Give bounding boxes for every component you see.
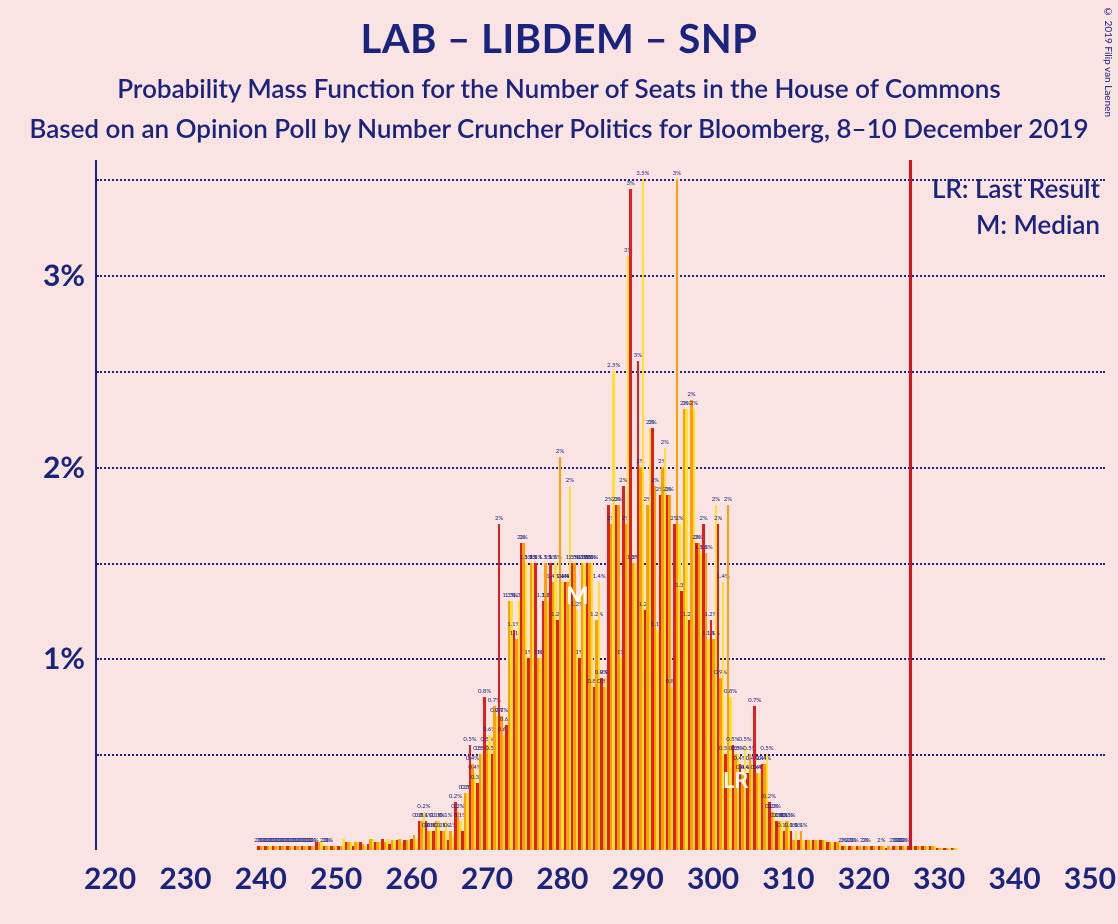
bar-value-label: 0.2% [451,803,464,810]
chart-title: LAB – LIBDEM – SNP [0,0,1118,62]
x-axis-label: 280 [536,860,588,896]
bar-value-label: 3% [626,180,634,187]
bar-value-label: 2% [850,837,858,844]
x-axis-label: 310 [762,860,814,896]
chart-subtitle2: Based on an Opinion Poll by Number Crunc… [0,112,1118,144]
bar-value-label: 0.2% [768,803,781,810]
bar-value-label: 0.5% [760,745,773,752]
y-axis [95,160,97,850]
bar-value-label: 0.1% [782,812,795,819]
gridline [97,563,1105,565]
x-axis-label: 260 [385,860,437,896]
median-marker: M [566,581,589,610]
bar-value-label: 2% [712,496,720,503]
legend-last-result: LR: Last Result [932,172,1100,204]
bar-value-label: 2% [690,400,698,407]
bar-value-label: 0.5% [738,736,751,743]
x-axis-label: 250 [310,860,362,896]
bar-value-label: 0.4% [466,755,479,762]
bar-value-label: 2% [495,515,503,522]
bar-value-label: 2% [556,448,564,455]
bar-value-label: 0.8% [478,688,491,695]
y-axis-label: 2% [0,449,85,485]
bar-value-label: 2% [877,837,885,844]
bar-value-label: 0.7% [495,707,508,714]
bar-value-label: 3% [673,170,681,177]
bar-value-label: 2% [863,837,871,844]
bar-value-label: 0.9% [714,669,727,676]
x-axis-label: 230 [159,860,211,896]
x-axis-label: 270 [461,860,513,896]
bar-value-label: 0.2% [763,793,776,800]
bar-value-label: 0.7% [748,697,761,704]
x-axis-label: 300 [687,860,739,896]
bar-value-label: 2.5% [607,362,620,369]
bar-value-label: 2% [661,439,669,446]
bar-value-label: 1.2% [590,611,603,618]
bar-value-label: 1.5% [699,544,712,551]
chart-subtitle: Probability Mass Function for the Number… [0,72,1118,104]
x-axis-label: 320 [838,860,890,896]
y-axis-label: 1% [0,640,85,676]
x-axis-label: 240 [235,860,287,896]
x-axis-label: 350 [1064,860,1116,896]
bar-value-label: 2% [665,486,673,493]
bar-value-label: 2% [699,515,707,522]
bar [955,848,957,850]
bar-value-label: 0.5% [463,736,476,743]
bar-value-label: 2% [651,477,659,484]
bar-value-label: 2% [648,419,656,426]
bar-value-label: 3.5% [636,170,649,177]
bar-value-label: 0.1% [439,812,452,819]
x-axis-label: 330 [913,860,965,896]
bar-value-label: 0.8% [724,688,737,695]
bar-value-label: 1.4% [592,573,605,580]
x-axis-label: 340 [988,860,1040,896]
bar-value-label: 2% [687,391,695,398]
y-axis-label: 3% [0,257,85,293]
gridline [97,275,1105,277]
gridline [97,658,1105,660]
bar-value-label: 0.2% [417,803,430,810]
x-axis-label: 220 [84,860,136,896]
last-result-marker: LR [723,766,749,793]
bar-value-label: 0.5% [481,736,494,743]
last-result-line [909,160,912,850]
bar-value-label: 2% [325,837,333,844]
x-axis-label: 290 [612,860,664,896]
bar-value-label: 0.1% [794,822,807,829]
bar-value-label: 0.2% [449,793,462,800]
bar-value-label: 2% [714,515,722,522]
bar-value-label: 2% [519,534,527,541]
legend-median: M: Median [976,208,1100,240]
chart-plot-area: 2%2%2%2%2%2%2%2%2%2%2%2%2%2%2%2%2%2%2%2%… [95,160,1105,850]
bar-value-label: 0.4% [758,755,771,762]
gridline [97,371,1105,373]
bar-value-label: 0.5% [726,736,739,743]
bar-value-label: 2% [724,496,732,503]
bar-value-label: 2% [566,477,574,484]
copyright-text: © 2019 Filip van Laenen [1102,6,1114,117]
gridline [97,467,1105,469]
bar-value-label: 1.5% [585,554,598,561]
